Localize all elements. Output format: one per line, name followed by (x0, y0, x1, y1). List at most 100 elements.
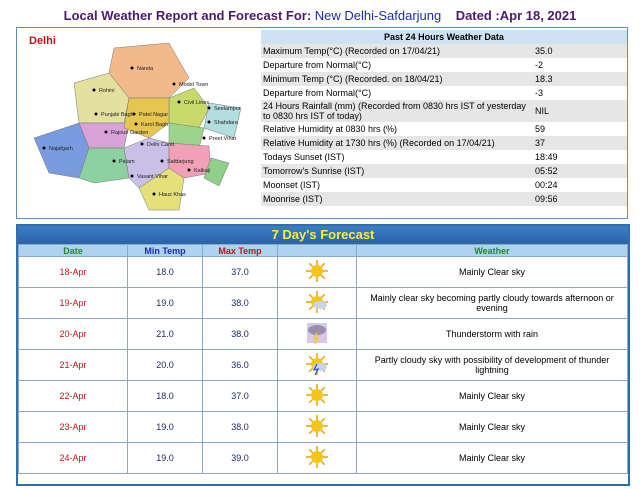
parameter: Maximum Temp(°C) (Recorded on 17/04/21) (261, 44, 533, 58)
date: 20-Apr (18, 318, 128, 350)
map: Delhi Narela Rohini Model Town Civil Lines S… (29, 35, 242, 211)
parameter: Departure from Normal(°C) (263, 60, 372, 70)
value: 09:56 (533, 192, 627, 206)
parameter: Relative Humidity at 1730 hrs (%) (Recor… (261, 136, 533, 150)
map-label: Civil Lines (184, 100, 209, 106)
map-dot (207, 120, 211, 124)
min-temp: 19.0 (127, 287, 203, 319)
map-dot (187, 168, 191, 172)
map-label: Seelampur (214, 106, 241, 112)
value: 18:49 (535, 152, 558, 162)
map-dot (130, 66, 134, 70)
data-row: Moonrise (IST) 09:56 (261, 192, 627, 206)
icon-cell (277, 287, 357, 319)
map-dot (207, 106, 211, 110)
parameter: Departure from Normal(°C) (263, 88, 372, 98)
map-dot (94, 112, 98, 116)
map-label: Rajouri Garden (111, 130, 148, 136)
parameter: Moonset (IST) (263, 180, 321, 190)
map-dot (92, 88, 96, 92)
map-label: Narela (137, 66, 154, 72)
data-row: 24 Hours Rainfall (mm) (Recorded from 08… (261, 100, 627, 122)
map-label: Delhi Cantt (147, 142, 175, 148)
map-label: Vasant Vihar (137, 174, 168, 180)
blank (277, 244, 357, 257)
weather-icon (306, 446, 328, 468)
map-dot (42, 146, 46, 150)
max-temp: 36.0 (202, 349, 278, 381)
column-header: Weather (356, 244, 628, 257)
forecast-row: 18-Apr 18.0 37.0 Mainly Clear sky (18, 256, 628, 288)
map-dot (152, 192, 156, 196)
weather-icon (306, 260, 328, 282)
date: 22-Apr (18, 380, 128, 412)
map-dot (140, 142, 144, 146)
map-title: Delhi (29, 35, 56, 47)
station: New Delhi-Safdarjung (314, 8, 442, 23)
data-row: Minimum Temp (°C) (Recorded. on 18/04/21… (261, 72, 627, 86)
weather: Mainly Clear sky (356, 411, 628, 443)
map-label: Palam (119, 159, 135, 165)
value: -3 (535, 88, 544, 98)
weather-icon (306, 415, 328, 437)
date: 18-Apr (18, 256, 128, 288)
date: 24-Apr (18, 442, 128, 474)
weather-icon (306, 291, 328, 313)
icon-cell (277, 442, 357, 474)
map-label: Patel Nagar (139, 112, 168, 118)
forecast-title: 7 Day's Forecast (18, 226, 628, 244)
parameter: Relative Humidity at 0830 hrs (%) (263, 124, 398, 134)
icon-cell (277, 411, 357, 443)
date: 23-Apr (18, 411, 128, 443)
map-label: Karol Bagh (141, 122, 168, 128)
icon-cell (277, 349, 357, 381)
min-temp: 18.0 (127, 256, 203, 288)
max-temp: 39.0 (202, 442, 278, 474)
header-row: Date Min Temp Max Temp Weather (18, 244, 628, 257)
data-row: Relative Humidity at 1730 hrs (%) (Recor… (261, 136, 627, 150)
header: Local Weather Report and Forecast For: N… (0, 8, 640, 23)
map-label: Safdarjung (167, 159, 194, 165)
column-header: Max Temp (202, 244, 278, 257)
date: 21-Apr (18, 349, 128, 381)
map-label: Shahdara (214, 120, 239, 126)
value: 37 (533, 136, 627, 150)
min-temp: 18.0 (127, 380, 203, 412)
map-label: Hauz Khas (159, 192, 186, 198)
map-dot (132, 112, 136, 116)
icon-cell (277, 380, 357, 412)
forecast-panel: 7 Day's Forecast Date Min Temp Max Temp Wea… (16, 224, 630, 486)
value: 35.0 (533, 44, 627, 58)
date: 19-Apr (18, 287, 128, 319)
data-row: Maximum Temp(°C) (Recorded on 17/04/21) 3… (261, 44, 627, 58)
data-row: Relative Humidity at 0830 hrs (%) 59 (261, 122, 627, 136)
parameter: Todays Sunset (IST) (263, 152, 345, 162)
value: 18.3 (533, 72, 627, 86)
forecast-table: Date Min Temp Max Temp Weather 18-Apr 18.0 37.… (18, 244, 628, 474)
map-label: Preet Vihar (209, 136, 237, 142)
map-label: Rohini (99, 88, 115, 94)
map-dot (104, 130, 108, 134)
parameter: Minimum Temp (°C) (Recorded. on 18/04/21… (261, 72, 533, 86)
map-dot (177, 100, 181, 104)
forecast-row: 19-Apr 19.0 38.0 Mainly clear sky becoming … (18, 287, 628, 319)
map-dot (172, 82, 176, 86)
max-temp: 38.0 (202, 318, 278, 350)
parameter: 24 Hours Rainfall (mm) (Recorded from 08… (261, 100, 533, 122)
value: NIL (533, 100, 627, 122)
forecast-row: 24-Apr 19.0 39.0 Mainly Clear sky (18, 442, 628, 474)
max-temp: 38.0 (202, 411, 278, 443)
weather: Thunderstorm with rain (356, 318, 628, 350)
weather: Mainly Clear sky (356, 256, 628, 288)
max-temp: 37.0 (202, 380, 278, 412)
dated: Dated :Apr 18, 2021 (455, 8, 577, 23)
data-row: Todays Sunset (IST) 18:49 (261, 150, 627, 164)
map-dot (134, 122, 138, 126)
map-dot (112, 159, 116, 163)
weather: Mainly Clear sky (356, 442, 628, 474)
max-temp: 38.0 (202, 287, 278, 319)
forecast-row: 23-Apr 19.0 38.0 Mainly Clear sky (18, 411, 628, 443)
weather: Partly cloudy sky with possibility of de… (356, 349, 628, 381)
forecast-row: 21-Apr 20.0 36.0 Partly cloudy sky with pos… (18, 349, 628, 381)
